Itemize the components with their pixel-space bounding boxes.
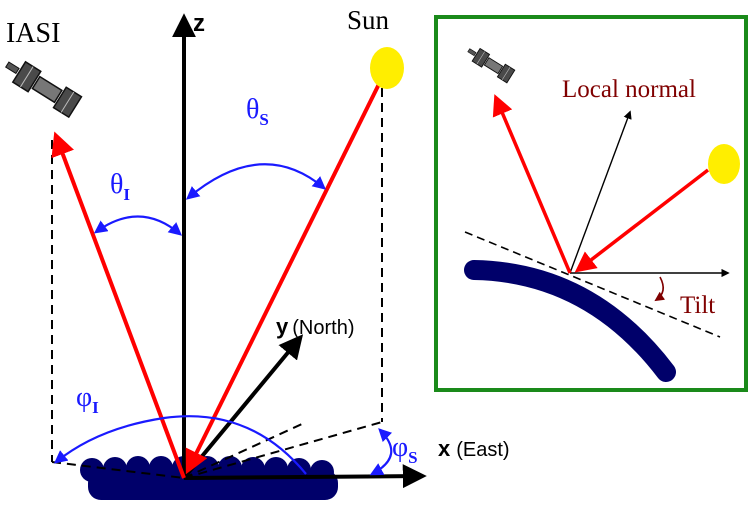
- tilt-inset-panel: Local normal Tilt: [434, 15, 748, 392]
- tilt-label: Tilt: [680, 292, 715, 319]
- satellite-icon: [5, 60, 83, 119]
- satellite-icon: [467, 47, 516, 84]
- sun-ray: [185, 81, 382, 475]
- theta-i-arc: [93, 215, 183, 236]
- iasi-ray: [51, 131, 186, 479]
- sun-label: Sun: [347, 5, 390, 35]
- z-axis-label: z: [193, 10, 205, 37]
- local-normal-arrow: [569, 110, 632, 274]
- inset-sun-ray: [574, 168, 710, 273]
- phi-s-arc: [369, 428, 393, 476]
- theta-s-label: θS: [246, 94, 269, 129]
- sun-icon: [708, 144, 740, 184]
- sun-icon: [370, 47, 404, 89]
- tangent-line: [464, 231, 721, 338]
- x-axis-label: x (East): [438, 436, 510, 461]
- theta-s-arc: [185, 163, 327, 200]
- inset-iasi-ray: [492, 94, 572, 274]
- phi-i-arc: [53, 415, 307, 475]
- tilted-surface: [464, 260, 676, 382]
- x-axis: [183, 464, 427, 489]
- local-normal-label: Local normal: [562, 76, 696, 103]
- phi-s-label: φS: [392, 432, 418, 467]
- theta-i-label: θI: [110, 169, 130, 204]
- y-axis-label: y (North): [276, 314, 354, 339]
- inset-border: [434, 15, 748, 392]
- iasi-label: IASI: [6, 18, 60, 49]
- phi-i-label: φI: [76, 382, 99, 417]
- tilt-arc: [654, 276, 666, 302]
